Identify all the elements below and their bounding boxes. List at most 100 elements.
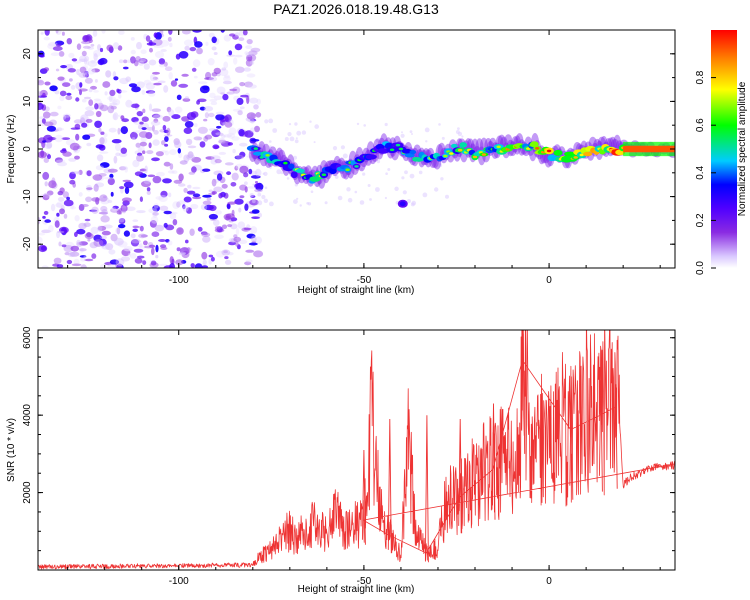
faint-speckle (425, 140, 428, 143)
noise-speckle (135, 142, 141, 148)
noise-speckle (209, 98, 218, 102)
noise-speckle (81, 50, 87, 57)
top-x-axis-title: Height of straight line (km) (298, 285, 415, 296)
noise-speckle (199, 141, 206, 148)
top-y-tick-label: 0 (22, 146, 33, 152)
noise-speckle (138, 60, 144, 66)
noise-speckle (121, 248, 131, 257)
noise-speckle (151, 124, 155, 132)
noise-speckle (108, 249, 116, 255)
noise-speckle (91, 68, 100, 73)
faint-speckle (309, 120, 312, 123)
noise-speckle (229, 88, 238, 92)
noise-speckle (85, 73, 89, 78)
colorbar-tick-label: 0.0 (695, 261, 706, 275)
noise-speckle (136, 154, 144, 162)
faint-speckle (418, 170, 423, 175)
noise-speckle (76, 239, 81, 246)
noise-speckle (41, 229, 51, 234)
chart-title: PAZ1.2026.018.19.48.G13 (273, 1, 439, 17)
noise-speckle (70, 171, 80, 175)
noise-speckle (188, 171, 196, 175)
noise-speckle (186, 247, 191, 254)
noise-speckle (141, 116, 149, 122)
noise-speckle (117, 45, 123, 51)
noise-speckle (125, 99, 133, 108)
faint-speckle (394, 186, 399, 191)
colorbar-gradient (711, 30, 737, 268)
faint-speckle (319, 165, 323, 169)
noise-speckle (183, 127, 193, 134)
noise-speckle (121, 205, 127, 214)
noise-speckle (57, 161, 67, 167)
noise-speckle (104, 91, 108, 96)
noise-speckle (213, 52, 218, 55)
faint-speckle (424, 127, 430, 133)
noise-speckle (214, 234, 224, 240)
faint-speckle (252, 156, 256, 160)
noise-speckle (109, 102, 118, 106)
ridge-hotspot (458, 148, 463, 152)
noise-speckle (143, 240, 148, 246)
noise-speckle (247, 186, 256, 189)
noise-speckle (61, 137, 71, 141)
faint-speckle (411, 133, 413, 135)
noise-speckle (70, 85, 76, 90)
noise-speckle (79, 66, 87, 74)
noise-speckle (163, 210, 172, 215)
noise-speckle (118, 94, 122, 99)
noise-speckle (130, 103, 140, 109)
noise-speckle (86, 170, 92, 177)
faint-speckle (375, 137, 381, 143)
noise-speckle (93, 239, 104, 247)
noise-speckle (105, 243, 114, 251)
noise-speckle (125, 76, 131, 82)
noise-speckle (147, 174, 156, 178)
faint-speckle (356, 122, 360, 126)
faint-speckle (369, 198, 372, 201)
noise-speckle (151, 231, 160, 237)
noise-speckle (97, 225, 103, 232)
bottom-y-axis: 2000 4000 6000 (22, 326, 675, 552)
noise-speckle (190, 203, 199, 210)
noise-speckle (57, 76, 65, 81)
noise-speckle (52, 46, 63, 51)
noise-speckle (142, 150, 146, 154)
noise-speckle (231, 136, 240, 141)
noise-speckle (243, 227, 252, 231)
noise-speckle (76, 43, 82, 50)
faint-speckle (404, 170, 408, 175)
noise-speckle (234, 32, 240, 37)
detached-blob-core (399, 201, 406, 207)
faint-speckle (457, 127, 460, 130)
noise-speckle (153, 114, 163, 119)
noise-speckle (235, 66, 245, 73)
noise-speckle (149, 220, 157, 228)
noise-speckle (103, 195, 107, 199)
noise-speckle (232, 148, 236, 154)
noise-speckle (111, 139, 122, 144)
noise-speckle (140, 49, 147, 55)
noise-speckle (60, 65, 67, 69)
noise-speckle (44, 143, 52, 150)
noise-speckle (205, 41, 209, 46)
noise-speckle (107, 199, 113, 204)
noise-speckle (169, 163, 174, 170)
noise-speckle (146, 150, 154, 155)
noise-speckle (81, 122, 88, 128)
noise-speckle (133, 248, 144, 253)
noise-speckle (99, 47, 104, 53)
ridge-hotspot (535, 147, 540, 150)
noise-speckle (245, 249, 255, 253)
noise-speckle (99, 104, 109, 112)
noise-speckle (113, 112, 119, 121)
noise-speckle (227, 142, 233, 146)
noise-speckle (186, 112, 196, 121)
noise-speckle (42, 171, 50, 180)
noise-speckle (233, 57, 238, 65)
noise-speckle (239, 142, 248, 147)
faint-speckle (438, 123, 441, 126)
noise-speckle (63, 114, 71, 122)
noise-speckle (134, 171, 144, 177)
noise-speckle (201, 232, 211, 238)
